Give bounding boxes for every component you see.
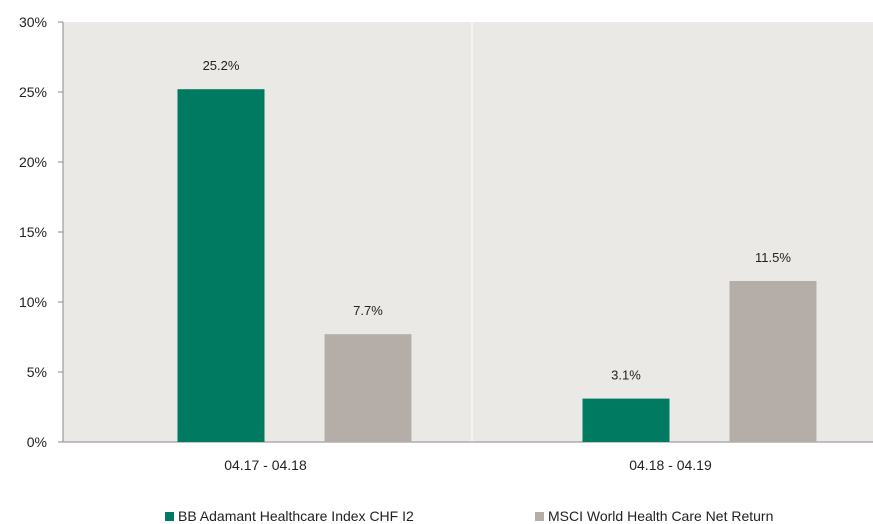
bar xyxy=(729,281,817,442)
x-tick-label: 04.17 - 04.18 xyxy=(224,457,307,473)
bar-value-label: 25.2% xyxy=(203,58,240,73)
bar-value-label: 11.5% xyxy=(755,250,791,265)
x-tick-label: 04.18 - 04.19 xyxy=(629,457,712,473)
y-tick-label: 10% xyxy=(19,294,47,310)
bar xyxy=(582,398,670,442)
bar-value-label: 7.7% xyxy=(353,303,383,318)
bar-chart: 0% 5% 10% 15% 20% 25% 30% 25.2% 7.7% 3.1% 11.5% 0… xyxy=(19,14,873,473)
bar-value-label: 3.1% xyxy=(611,368,641,383)
y-tick-label: 15% xyxy=(19,224,47,240)
y-tick-label: 5% xyxy=(27,364,47,380)
y-tick-label: 0% xyxy=(27,434,47,450)
y-tick-label: 25% xyxy=(19,84,47,100)
legend-label-msci: MSCI World Health Care Net Return xyxy=(548,508,774,524)
legend-item-msci: MSCI World Health Care Net Return xyxy=(535,508,773,524)
bar xyxy=(324,334,412,442)
bar xyxy=(177,89,265,442)
y-tick-label: 20% xyxy=(19,154,47,170)
y-tick-label: 30% xyxy=(19,14,47,30)
legend-swatch-msci xyxy=(535,511,544,521)
legend: BB Adamant Healthcare Index CHF I2 MSCI … xyxy=(0,508,873,524)
legend-item-bb-adamant: BB Adamant Healthcare Index CHF I2 xyxy=(165,508,414,524)
legend-swatch-bb-adamant xyxy=(165,511,174,521)
legend-label-bb-adamant: BB Adamant Healthcare Index CHF I2 xyxy=(178,508,414,524)
